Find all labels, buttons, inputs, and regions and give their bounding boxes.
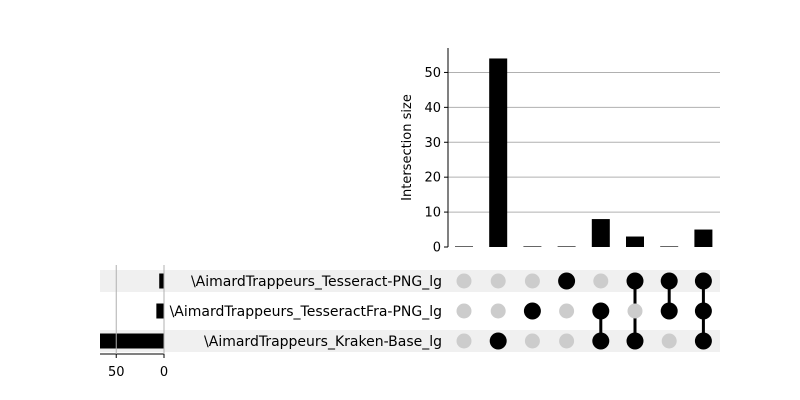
intersection-bar: [626, 236, 644, 247]
inactive-dot: [627, 303, 643, 319]
intersection-bar: [660, 246, 679, 247]
active-dot: [523, 302, 541, 320]
active-dot: [694, 272, 712, 290]
membership-matrix: [456, 272, 712, 350]
intersection-bars: [455, 58, 713, 248]
y-tick-label: 10: [424, 206, 441, 221]
y-axis-label: Intersection size: [400, 94, 415, 201]
active-dot: [626, 332, 644, 350]
intersection-bar: [523, 246, 542, 247]
active-dot: [694, 302, 712, 320]
active-dot: [592, 332, 610, 350]
inactive-dot: [456, 303, 472, 319]
set-size-axis: 50 0: [100, 265, 168, 380]
active-dot: [694, 332, 712, 350]
active-dot: [660, 272, 678, 290]
intersection-bar: [694, 229, 713, 247]
y-tick-label: 20: [424, 171, 441, 186]
y-tick-label: 40: [424, 101, 441, 116]
intersection-bar: [557, 246, 576, 247]
inactive-dot: [661, 333, 677, 349]
inactive-dot: [490, 273, 506, 289]
set-size-bar: [156, 303, 164, 319]
set-axis-tick-label: 50: [108, 365, 125, 380]
set-axis-tick-label: 0: [160, 365, 168, 380]
set-size-bar: [100, 333, 164, 349]
inactive-dot: [456, 273, 472, 289]
set-label: \AimardTrappeurs_Tesseract-PNG_lg: [191, 274, 442, 290]
y-tick-label: 30: [424, 136, 441, 151]
y-tick-label: 0: [433, 241, 441, 256]
inactive-dot: [559, 303, 575, 319]
active-dot: [626, 272, 644, 290]
active-dot: [558, 272, 576, 290]
intersection-bar: [591, 219, 610, 247]
intersection-bar: [455, 246, 473, 247]
set-label: \AimardTrappeurs_TesseractFra-PNG_lg: [170, 304, 442, 320]
inactive-dot: [524, 273, 540, 289]
inactive-dot: [593, 273, 609, 289]
active-dot: [660, 302, 678, 320]
intersection-bar: [489, 58, 508, 248]
set-label: \AimardTrappeurs_Kraken-Base_lg: [204, 334, 442, 350]
inactive-dot: [559, 333, 575, 349]
intersection-gridlines: [448, 71, 720, 213]
set-labels: \AimardTrappeurs_Tesseract-PNG_lg \Aimard…: [170, 274, 442, 350]
y-tick-label: 50: [424, 66, 441, 81]
inactive-dot: [524, 333, 540, 349]
intersection-size-axis: 0 10 20 30 40 50 Intersection size: [400, 48, 449, 256]
inactive-dot: [490, 303, 506, 319]
set-size-bar: [159, 273, 164, 289]
active-dot: [489, 332, 507, 350]
inactive-dot: [456, 333, 472, 349]
active-dot: [592, 302, 610, 320]
